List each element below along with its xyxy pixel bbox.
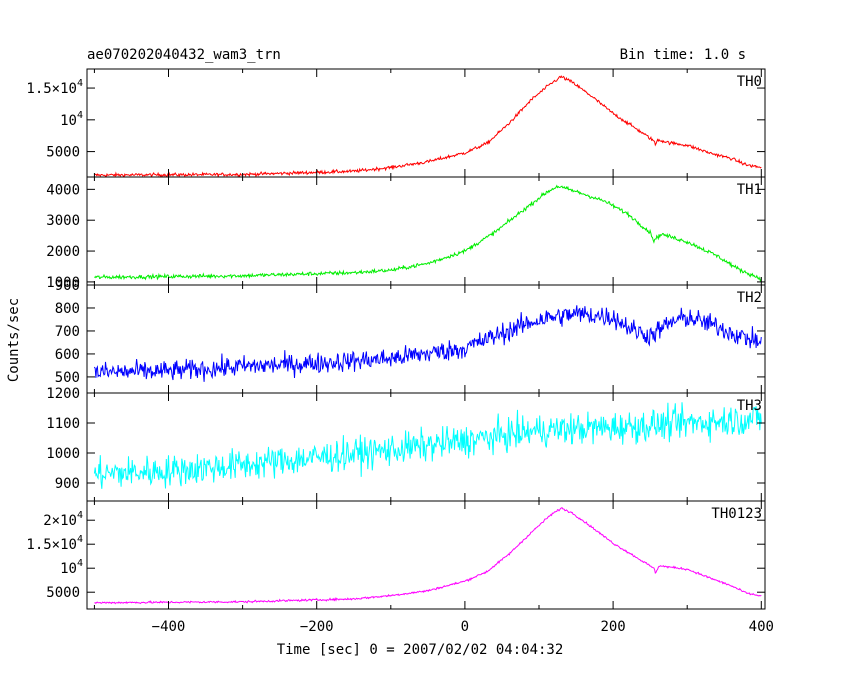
y-tick-label: 3000 <box>46 213 80 229</box>
y-tick-label: 4000 <box>46 182 80 198</box>
panel-th3: 900 1000 1100 1200 TH3 <box>46 386 766 502</box>
panel-label: TH2 <box>737 290 762 306</box>
panel-frame <box>86 284 766 394</box>
x-axis: −400 −200 0 200 400 <box>152 619 774 635</box>
series-line-th1 <box>94 184 762 283</box>
panel-stack: 5000 104 1.5×104 TH0 1000 2000 3000 4000 TH1 500 6… <box>26 68 766 610</box>
y-tick-label: 5000 <box>46 585 80 601</box>
y-tick-label: 2000 <box>46 244 80 260</box>
x-tick-label: −400 <box>152 619 186 635</box>
y-tick-label: 500 <box>55 370 80 386</box>
bin-time-label: Bin time: 1.0 s <box>620 47 746 63</box>
panel-th0: 5000 104 1.5×104 TH0 <box>26 68 766 178</box>
panel-label: TH3 <box>737 398 762 414</box>
series-line-th0123 <box>94 507 762 605</box>
y-tick-label: 1000 <box>46 275 80 291</box>
x-tick-label: −200 <box>300 619 334 635</box>
series-line-th2 <box>93 305 762 382</box>
y-axis-label: Counts/sec <box>6 298 22 382</box>
y-tick-label: 700 <box>55 324 80 340</box>
x-axis-label: Time [sec] 0 = 2007/02/02 04:04:32 <box>277 642 564 658</box>
y-tick-label: 2×104 <box>43 510 83 529</box>
y-tick-label: 104 <box>60 110 83 129</box>
y-tick-label: 900 <box>55 278 80 294</box>
y-tick-label: 5000 <box>46 145 80 161</box>
plot-title: ae070202040432_wam3_trn <box>87 47 281 63</box>
y-tick-label: 104 <box>60 558 83 577</box>
x-tick-label: 200 <box>600 619 625 635</box>
x-tick-label: 400 <box>749 619 774 635</box>
x-tick-label: 0 <box>461 619 469 635</box>
panel-label: TH1 <box>737 182 762 198</box>
y-tick-label: 1.5×104 <box>26 534 83 553</box>
y-tick-label: 800 <box>55 301 80 317</box>
panel-label: TH0 <box>737 74 762 90</box>
panel-th0123: 5000 104 1.5×104 2×104 TH0123 <box>26 500 766 610</box>
series-line-th0 <box>94 75 762 177</box>
y-tick-label: 1000 <box>46 446 80 462</box>
panel-frame <box>86 68 766 178</box>
y-tick-label: 600 <box>55 347 80 363</box>
y-tick-label: 1.5×104 <box>26 78 83 97</box>
y-tick-label: 1200 <box>46 386 80 402</box>
y-tick-label: 1100 <box>46 416 80 432</box>
series-line-th3 <box>93 402 762 489</box>
panel-th2: 500 600 700 800 900 TH2 <box>55 278 766 394</box>
panel-label: TH0123 <box>711 506 762 522</box>
panel-frame <box>86 176 766 286</box>
y-tick-label: 900 <box>55 476 80 492</box>
panel-frame <box>86 500 766 610</box>
panel-th1: 1000 2000 3000 4000 TH1 <box>46 176 766 291</box>
